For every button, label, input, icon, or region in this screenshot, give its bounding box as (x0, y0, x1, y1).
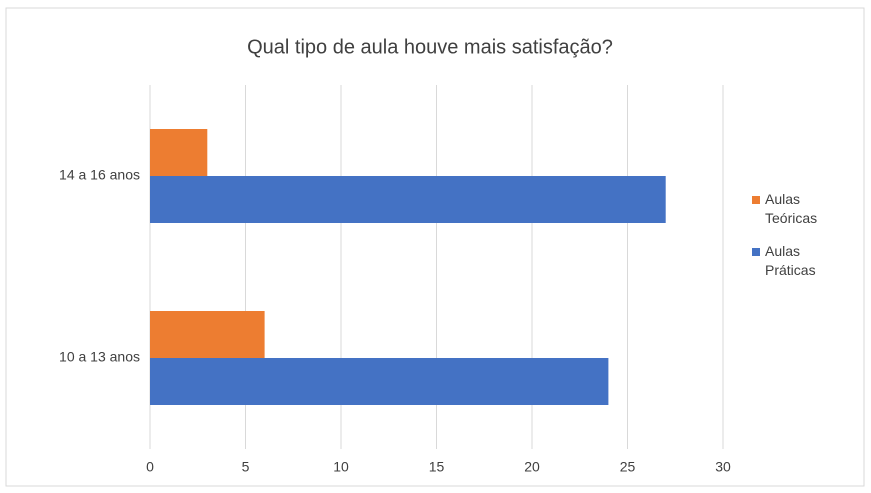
bar (150, 176, 666, 223)
x-tick-label: 0 (146, 459, 154, 475)
bar (150, 358, 609, 405)
legend-label: Aulas Práticas (765, 243, 816, 278)
x-tick-label: 30 (715, 459, 731, 475)
legend-entry: Aulas Teóricas (752, 190, 852, 228)
chart-title: Qual tipo de aula houve mais satisfação? (247, 36, 613, 58)
x-tick-label: 10 (333, 459, 349, 475)
chart-frame (5, 7, 865, 487)
bar (150, 129, 208, 176)
y-tick-label: 10 a 13 anos (59, 349, 140, 365)
x-tick-label: 20 (524, 459, 540, 475)
x-tick-label: 15 (429, 459, 445, 475)
x-tick-label: 5 (242, 459, 250, 475)
x-tick-label: 25 (620, 459, 636, 475)
legend-swatch (752, 196, 760, 204)
legend-swatch (752, 248, 760, 256)
y-tick-label: 14 a 16 anos (59, 167, 140, 183)
legend-label: Aulas Teóricas (765, 191, 818, 226)
legend: Aulas Teóricas Aulas Práticas (752, 190, 852, 294)
bar (150, 311, 265, 358)
legend-entry: Aulas Práticas (752, 242, 852, 280)
